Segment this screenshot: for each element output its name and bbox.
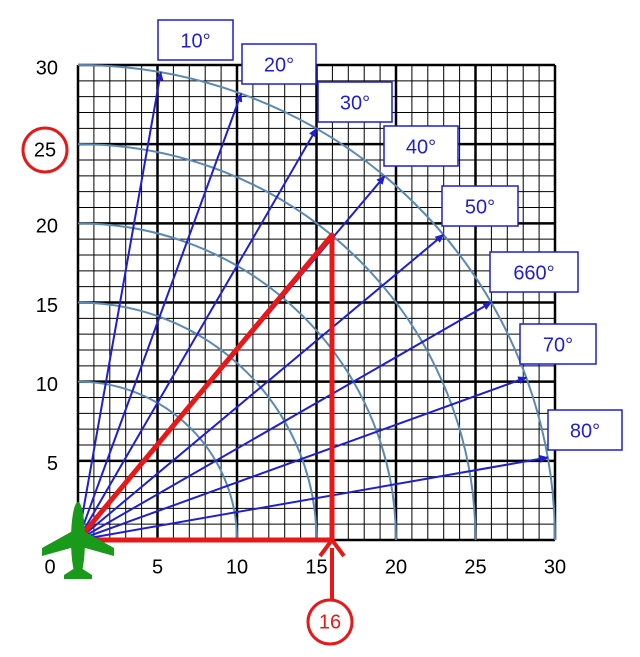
x-axis-label: 15 <box>305 556 327 578</box>
y-axis-label: 10 <box>36 374 58 396</box>
x-axis-label: 10 <box>226 556 248 578</box>
x-axis-label: 20 <box>385 556 407 578</box>
arcs <box>77 64 556 541</box>
ray-label: 10° <box>180 30 210 52</box>
ray-label: 660° <box>513 262 554 284</box>
red-circle <box>306 598 354 646</box>
rays: 10° 20° 30° 40° 50° 660° 70° 80° <box>77 19 623 541</box>
radius-arc <box>77 380 238 541</box>
ray-label-box <box>489 251 579 293</box>
x-axis-label: 30 <box>544 556 566 578</box>
ray-label: 80° <box>570 420 600 442</box>
ray-label-box <box>519 323 597 365</box>
y-axis-label: 30 <box>36 57 58 79</box>
ray-label: 20° <box>264 54 294 76</box>
axis-labels: 30 20 15 10 5 0 5 10 15 20 25 30 <box>36 57 566 578</box>
radius-arc <box>77 222 397 541</box>
ray <box>77 301 492 541</box>
ray <box>77 376 528 541</box>
x-axis-label: 25 <box>464 556 486 578</box>
red-construction: 16 25 <box>21 126 354 646</box>
x-axis-label: 0 <box>44 556 55 578</box>
red-triangle <box>75 232 335 543</box>
ray-label: 70° <box>543 334 573 356</box>
ray-label: 40° <box>406 136 436 158</box>
y-axis-label: 5 <box>47 453 58 475</box>
ray-label-box <box>241 43 317 85</box>
ray-label-box <box>317 81 393 123</box>
ray <box>77 127 318 541</box>
ray <box>77 454 549 541</box>
red-arrowhead <box>318 536 346 558</box>
radius-arc <box>77 301 318 541</box>
ray-label-box <box>441 185 519 227</box>
ray-label-box <box>157 19 234 61</box>
highlight-x: 16 <box>319 611 341 633</box>
red-circle <box>21 126 69 174</box>
radius-arc <box>77 64 556 541</box>
ray <box>77 92 243 541</box>
ray <box>77 71 164 541</box>
ray <box>77 233 445 541</box>
ray-label: 30° <box>340 92 370 114</box>
airplane-icon <box>42 502 114 579</box>
ray-label: 50° <box>465 196 495 218</box>
radius-arc <box>77 143 477 541</box>
y-axis-label: 15 <box>36 295 58 317</box>
ray-label-box <box>383 125 459 167</box>
x-axis-label: 5 <box>152 556 163 578</box>
highlight-y: 25 <box>34 139 56 161</box>
y-axis-label: 20 <box>36 216 58 238</box>
grid <box>76 63 557 542</box>
ray-label-box <box>547 409 623 451</box>
